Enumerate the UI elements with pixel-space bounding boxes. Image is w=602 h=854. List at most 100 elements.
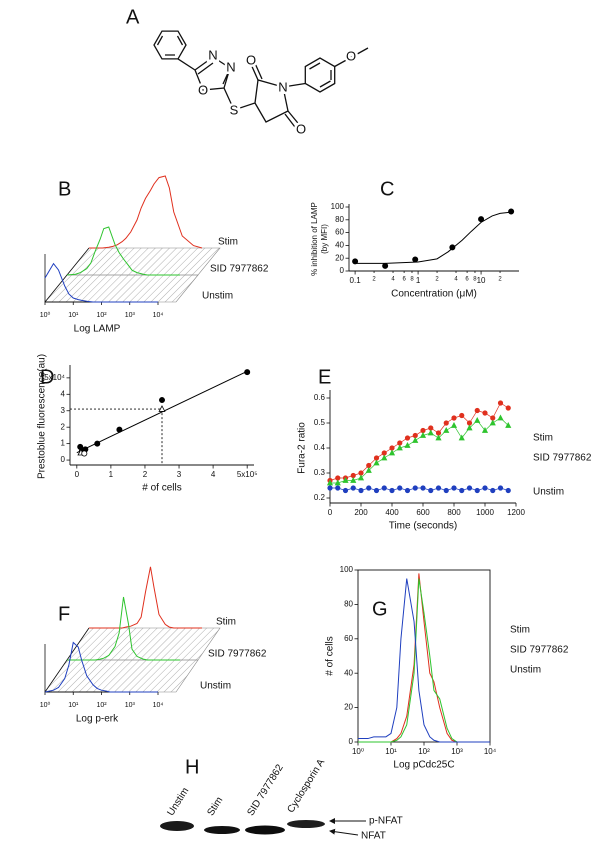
marker xyxy=(373,459,380,466)
y-tick-label: 80 xyxy=(335,215,344,224)
marker xyxy=(490,487,496,494)
marker xyxy=(459,487,465,494)
arrow xyxy=(329,828,359,836)
marker xyxy=(381,485,387,491)
x-tick-label: 2 xyxy=(498,277,502,283)
marker xyxy=(396,444,403,451)
y-tick-label: 0 xyxy=(349,737,354,746)
histogram-curve xyxy=(89,566,202,629)
marker xyxy=(365,466,372,473)
structure: A N N O S O N O O xyxy=(126,6,369,139)
x-tick-label: 2 xyxy=(435,277,439,283)
x-tick-label: 10² xyxy=(96,312,107,319)
marker xyxy=(389,487,395,494)
x-tick-label: 600 xyxy=(416,508,430,517)
marker xyxy=(466,485,473,491)
x-tick-label: 10¹ xyxy=(68,312,79,319)
x-axis-label: Log pCdc25C xyxy=(393,760,454,771)
band xyxy=(287,820,325,828)
marker xyxy=(397,485,403,491)
bond xyxy=(309,62,332,88)
panel-label: G xyxy=(372,598,388,620)
x-tick-label: 0 xyxy=(75,470,80,479)
bond xyxy=(282,47,369,88)
marker xyxy=(505,487,511,494)
marker xyxy=(404,435,411,441)
band xyxy=(204,826,240,834)
histogram-curve xyxy=(67,596,180,661)
marker xyxy=(497,414,504,421)
atom: N xyxy=(278,79,287,94)
bond xyxy=(177,56,231,91)
y-tick-label: 0.5 xyxy=(314,418,326,427)
marker xyxy=(335,485,341,491)
marker xyxy=(505,405,511,411)
panel-label: D xyxy=(40,366,54,388)
y-tick-label: 4 xyxy=(61,389,66,398)
panel-label: B xyxy=(58,178,71,200)
marker xyxy=(388,449,396,456)
x-tick-label: 400 xyxy=(385,508,399,517)
marker xyxy=(116,426,123,433)
histogram-curve xyxy=(44,262,158,303)
panel-label: F xyxy=(58,603,70,625)
y-axis-label: Fura-2 ratio xyxy=(297,422,308,474)
floor-plane xyxy=(66,627,221,661)
y-axis-label: (by MFI) xyxy=(320,224,329,254)
y-axis-label: % inhibition of LAMP xyxy=(310,202,319,276)
x-tick-label: 0 xyxy=(328,508,333,517)
marker xyxy=(419,431,427,438)
bond xyxy=(223,79,289,123)
y-tick-label: 1 xyxy=(61,439,66,448)
x-tick-label: 200 xyxy=(354,508,368,517)
x-tick-label: 1 xyxy=(416,276,421,285)
marker xyxy=(404,441,411,448)
x-tick-label: 1 xyxy=(109,470,114,479)
marker xyxy=(482,410,488,416)
marker xyxy=(443,420,449,426)
marker xyxy=(158,405,166,412)
x-tick-label: 10³ xyxy=(125,312,136,319)
x-tick-label: 10⁴ xyxy=(153,312,164,319)
legend-entry: SID 7977862 xyxy=(208,649,267,660)
legend-entry: Unstim xyxy=(202,291,233,302)
x-tick-label: 10² xyxy=(96,702,107,709)
marker xyxy=(508,208,515,215)
marker xyxy=(373,487,380,494)
marker xyxy=(443,426,450,433)
marker xyxy=(420,485,426,491)
marker xyxy=(244,369,251,376)
marker xyxy=(352,258,359,265)
y-tick-label: 100 xyxy=(331,202,345,211)
x-axis-label: Concentration (μM) xyxy=(391,289,477,300)
marker xyxy=(443,487,449,494)
y-tick-label: 20 xyxy=(344,703,353,712)
marker xyxy=(482,485,488,491)
marker xyxy=(427,429,434,436)
marker xyxy=(449,244,456,251)
x-tick-label: 1200 xyxy=(507,508,525,517)
marker xyxy=(327,485,333,491)
x-tick-label: 10¹ xyxy=(68,702,79,709)
marker xyxy=(458,434,465,441)
marker xyxy=(412,436,419,443)
y-tick-label: 40 xyxy=(335,241,344,250)
lane-label: Unstim xyxy=(165,786,191,818)
band-label: NFAT xyxy=(361,831,386,842)
band-label: p-NFAT xyxy=(369,816,403,827)
y-tick-label: 60 xyxy=(335,228,344,237)
plot-frame xyxy=(357,569,491,743)
x-tick-label: 4 xyxy=(391,277,395,283)
series-line xyxy=(358,578,490,743)
marker xyxy=(451,415,457,421)
marker xyxy=(342,487,349,494)
marker xyxy=(474,416,481,423)
x-tick-label: 10⁰ xyxy=(40,311,51,319)
legend-entry: Unstim xyxy=(533,487,564,498)
series-line xyxy=(329,402,509,481)
y-tick-label: 0 xyxy=(61,455,66,464)
band xyxy=(245,825,285,835)
panel-label: H xyxy=(185,756,199,778)
x-tick-label: 4 xyxy=(211,470,216,479)
